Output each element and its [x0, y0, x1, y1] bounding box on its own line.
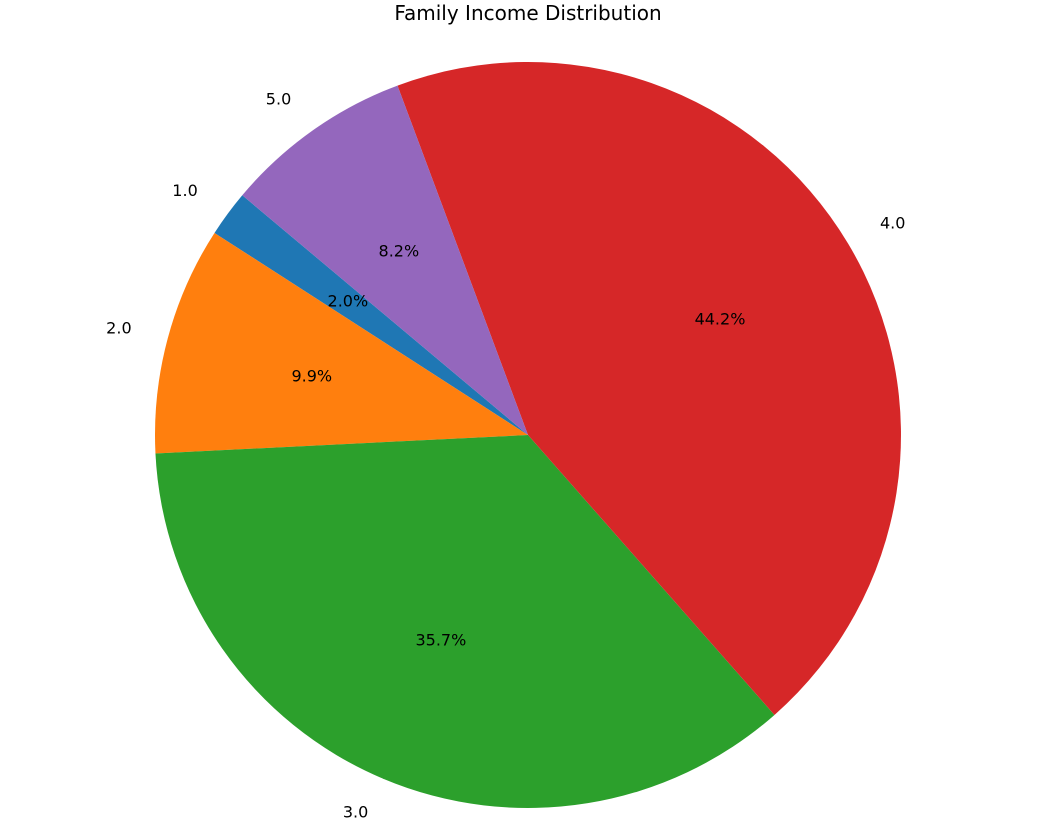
pie-slice-2.0 — [155, 232, 528, 454]
slice-label-1.0: 1.0 — [172, 181, 197, 200]
percent-label-4.0: 44.2% — [695, 310, 746, 329]
percent-label-3.0: 35.7% — [415, 631, 466, 650]
percent-label-5.0: 8.2% — [379, 242, 420, 261]
slice-label-5.0: 5.0 — [266, 89, 291, 108]
pie-labels: 1.0 2.0% 2.0 9.9% 3.0 35.7% 4.0 44.2% 5.0 8.2% — [106, 89, 905, 821]
slice-label-4.0: 4.0 — [880, 214, 905, 233]
pie-slice-1.0 — [214, 195, 528, 435]
pie-slice-3.0 — [155, 435, 775, 808]
percent-label-2.0: 9.9% — [291, 367, 332, 386]
pie-slice-5.0 — [242, 85, 528, 435]
slice-label-3.0: 3.0 — [343, 802, 368, 821]
percent-label-1.0: 2.0% — [328, 292, 369, 311]
pie-slices — [155, 62, 901, 808]
chart-title: Family Income Distribution — [394, 1, 661, 25]
pie-slice-4.0 — [397, 62, 901, 715]
slice-label-2.0: 2.0 — [106, 318, 131, 337]
